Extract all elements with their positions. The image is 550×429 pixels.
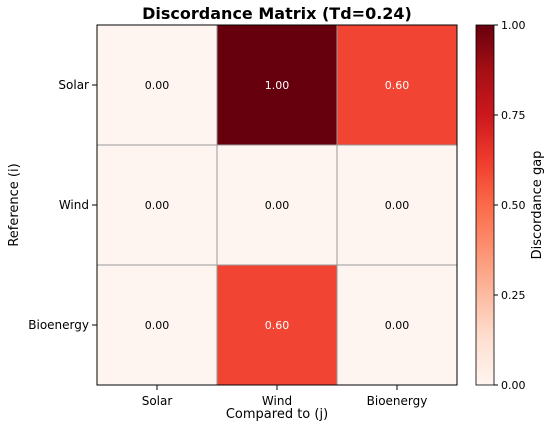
colorbar-label: Discordance gap <box>530 151 545 260</box>
heatmap-cell <box>96 144 218 266</box>
x-tick-label: Wind <box>262 394 292 408</box>
heatmap-cell-label: 0.60 <box>265 319 290 332</box>
x-axis-ticks: Solar Wind Bioenergy <box>142 385 428 408</box>
y-axis-ticks: Solar Wind Bioenergy <box>28 78 97 332</box>
heatmap-cell-label: 0.00 <box>265 199 290 212</box>
y-tick-label: Solar <box>58 78 89 92</box>
heatmap-cell-label: 0.00 <box>145 79 170 92</box>
y-axis-label: Reference (i) <box>7 163 22 246</box>
x-axis-label: Compared to (j) <box>226 407 328 422</box>
heatmap-cell-label: 0.00 <box>145 199 170 212</box>
colorbar-ticks: 0.00 0.25 0.50 0.75 1.00 <box>494 19 526 392</box>
colorbar-tick-label: 1.00 <box>501 19 526 32</box>
heatmap-cell-label: 0.00 <box>385 319 410 332</box>
heatmap-cell <box>216 264 338 386</box>
heatmap-cell <box>216 24 338 146</box>
heatmap-cell-label: 0.60 <box>385 79 410 92</box>
colorbar-tick-label: 0.75 <box>501 109 526 122</box>
heatmap-cell <box>96 24 218 146</box>
colorbar-tick-label: 0.00 <box>501 379 526 392</box>
heatmap-cell <box>336 144 458 266</box>
colorbar-tick-label: 0.50 <box>501 199 526 212</box>
heatmap-cells <box>96 24 458 386</box>
colorbar <box>475 24 495 386</box>
y-tick-label: Bioenergy <box>28 318 89 332</box>
x-tick-label: Solar <box>142 394 173 408</box>
x-tick-label: Bioenergy <box>367 394 428 408</box>
chart-title: Discordance Matrix (Td=0.24) <box>142 4 412 23</box>
heatmap-cell-label: 1.00 <box>265 79 290 92</box>
colorbar-tick-label: 0.25 <box>501 289 526 302</box>
heatmap-cell-labels: 0.00 1.00 0.60 0.00 0.00 0.00 0.00 0.60 0.00 <box>145 79 410 332</box>
y-tick-label: Wind <box>59 198 89 212</box>
heatmap-cell <box>216 144 338 266</box>
heatmap-cell-label: 0.00 <box>145 319 170 332</box>
heatmap-cell-label: 0.00 <box>385 199 410 212</box>
